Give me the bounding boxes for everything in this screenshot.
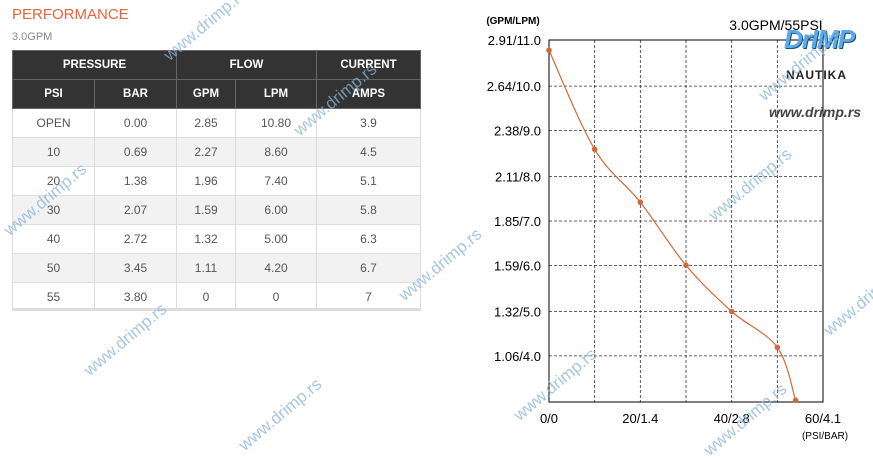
table-column-header-row: PSI BAR GPM LPM AMPS bbox=[12, 79, 421, 109]
y-tick-label: 1.59/6.0 bbox=[494, 258, 541, 273]
y-tick-label: 2.38/9.0 bbox=[494, 124, 541, 139]
chart-title: 3.0GPM/55PSI bbox=[729, 17, 822, 33]
table-row: 40 2.72 1.32 5.00 6.3 bbox=[12, 224, 421, 254]
drimp-logo: DrIMP NAUTIKA bbox=[778, 14, 858, 92]
data-point bbox=[792, 397, 799, 404]
logo-text: DrIMP bbox=[784, 24, 855, 54]
group-header-pressure: PRESSURE bbox=[12, 50, 177, 80]
cell-bar: 3.80 bbox=[94, 282, 177, 311]
cell-amps: 6.7 bbox=[316, 253, 421, 283]
y-tick-label: 2.91/11.0 bbox=[488, 33, 541, 48]
x-tick-label: 0/0 bbox=[540, 411, 558, 426]
x-axis-label: (PSI/BAR) bbox=[802, 431, 848, 442]
tick-labels: 2.91/11.0 2.64/10.0 2.38/9.0 2.11/8.0 1.85/7… bbox=[487, 33, 841, 426]
data-point bbox=[637, 199, 644, 206]
cell-gpm: 2.27 bbox=[176, 137, 236, 167]
cell-gpm: 1.11 bbox=[176, 253, 236, 283]
performance-chart: (GPM/LPM) 3.0GPM/55PSI (PSI/BAR) 2.91/11… bbox=[486, 16, 848, 442]
cell-bar: 2.07 bbox=[94, 195, 177, 225]
data-point bbox=[591, 146, 598, 153]
cell-gpm: 0 bbox=[176, 282, 236, 311]
table-row: 30 2.07 1.59 6.00 5.8 bbox=[12, 195, 421, 225]
cell-lpm: 6.00 bbox=[235, 195, 317, 225]
cell-gpm: 1.59 bbox=[176, 195, 236, 225]
data-point bbox=[774, 344, 781, 351]
cell-psi: 30 bbox=[12, 195, 95, 225]
column-header-lpm: LPM bbox=[235, 79, 317, 109]
cell-psi: 10 bbox=[12, 137, 95, 167]
y-axis-label: (GPM/LPM) bbox=[486, 16, 539, 27]
series-points bbox=[546, 47, 799, 404]
x-tick-label: 60/4.1 bbox=[805, 411, 841, 426]
cell-bar: 3.45 bbox=[94, 253, 177, 283]
y-tick-label: 2.64/10.0 bbox=[487, 79, 541, 94]
model-subtitle: 3.0GPM bbox=[12, 31, 53, 43]
y-tick-label: 1.32/5.0 bbox=[494, 305, 541, 320]
column-header-gpm: GPM bbox=[176, 79, 236, 109]
group-header-flow: FLOW bbox=[176, 50, 317, 80]
cell-psi: 55 bbox=[12, 282, 95, 311]
column-header-amps: AMPS bbox=[316, 79, 421, 109]
y-tick-label: 1.06/4.0 bbox=[494, 349, 541, 364]
site-url: www.drimp.rs bbox=[769, 104, 862, 120]
page-title: PERFORMANCE bbox=[12, 6, 129, 23]
data-point bbox=[683, 262, 689, 269]
x-tick-label: 20/1.4 bbox=[622, 411, 658, 426]
cell-psi: 40 bbox=[12, 224, 95, 254]
cell-lpm: 8.60 bbox=[235, 137, 317, 167]
watermark: www.drimp.rs bbox=[235, 374, 326, 455]
cell-gpm: 2.85 bbox=[176, 108, 236, 138]
table-row: 50 3.45 1.11 4.20 6.7 bbox=[12, 253, 421, 283]
cell-lpm: 7.40 bbox=[235, 166, 317, 196]
cell-lpm: 4.20 bbox=[235, 253, 317, 283]
cell-bar: 1.38 bbox=[94, 166, 177, 196]
column-header-bar: BAR bbox=[94, 79, 177, 109]
performance-table: PRESSURE FLOW CURRENT PSI BAR GPM LPM AM… bbox=[12, 50, 421, 311]
cell-amps: 5.1 bbox=[316, 166, 421, 196]
cell-lpm: 5.00 bbox=[235, 224, 317, 254]
cell-amps: 6.3 bbox=[316, 224, 421, 254]
column-header-psi: PSI bbox=[12, 79, 95, 109]
cell-bar: 0.69 bbox=[94, 137, 177, 167]
y-tick-label: 1.85/7.0 bbox=[494, 214, 541, 229]
data-point bbox=[728, 308, 735, 315]
cell-lpm: 10.80 bbox=[235, 108, 317, 138]
y-tick-label: 2.11/8.0 bbox=[495, 170, 541, 185]
logo-subtext: NAUTIKA bbox=[786, 68, 847, 82]
cell-amps: 4.5 bbox=[316, 137, 421, 167]
cell-bar: 2.72 bbox=[94, 224, 177, 254]
table-row: 10 0.69 2.27 8.60 4.5 bbox=[12, 137, 421, 167]
cell-psi: 50 bbox=[12, 253, 95, 283]
cell-bar: 0.00 bbox=[94, 108, 177, 138]
table-group-header-row: PRESSURE FLOW CURRENT bbox=[12, 50, 421, 80]
table-row: 55 3.80 0 0 7 bbox=[12, 282, 421, 311]
cell-amps: 3.9 bbox=[316, 108, 421, 138]
cell-psi: OPEN bbox=[12, 108, 95, 138]
cell-gpm: 1.32 bbox=[176, 224, 236, 254]
cell-amps: 7 bbox=[316, 282, 421, 311]
table-footer-divider bbox=[12, 308, 421, 310]
cell-amps: 5.8 bbox=[316, 195, 421, 225]
data-point bbox=[546, 47, 552, 54]
x-tick-label: 40/2.8 bbox=[714, 411, 750, 426]
cell-lpm: 0 bbox=[235, 282, 317, 311]
watermark: www.drimp.rs bbox=[80, 299, 171, 380]
plot-frame bbox=[548, 39, 824, 403]
table-row: OPEN 0.00 2.85 10.80 3.9 bbox=[12, 108, 421, 138]
cell-gpm: 1.96 bbox=[176, 166, 236, 196]
